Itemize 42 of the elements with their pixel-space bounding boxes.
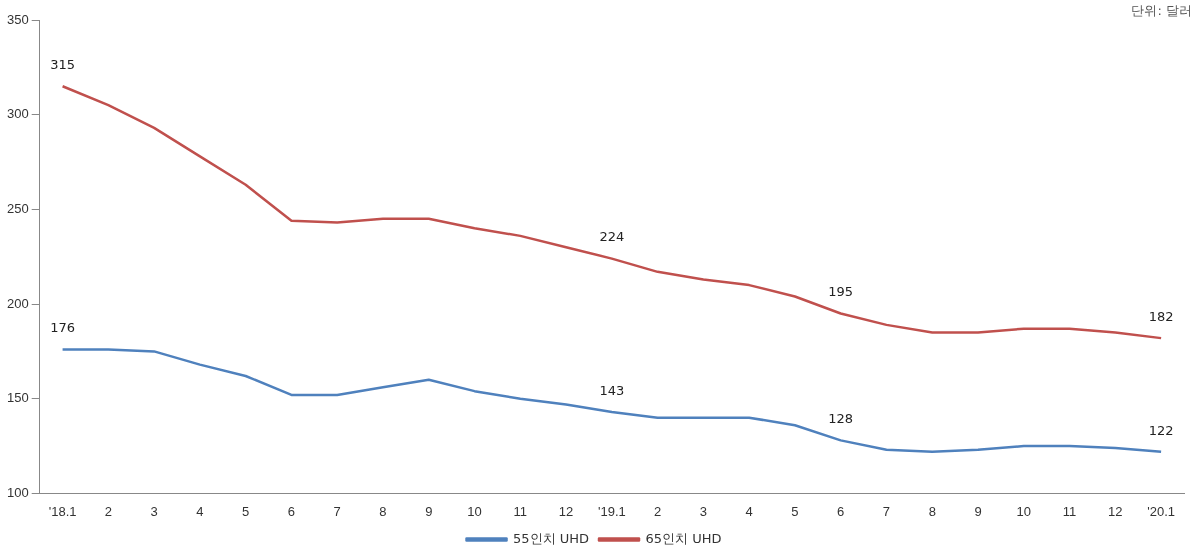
x-tick-label: '20.1 <box>1147 503 1176 519</box>
x-tick-label: 12 <box>558 503 574 519</box>
data-label: 182 <box>1148 309 1174 324</box>
x-tick-label: 8 <box>379 503 387 519</box>
x-tick-label: 3 <box>699 503 708 519</box>
x-tick-label: 12 <box>1108 503 1123 519</box>
x-tick-label: 7 <box>333 503 341 519</box>
data-label: 195 <box>828 284 854 300</box>
data-label: 143 <box>599 382 625 398</box>
data-label: 315 <box>50 57 75 73</box>
x-tick-label: 6 <box>837 503 845 519</box>
x-tick-label: 4 <box>196 503 204 519</box>
x-tick-label: 9 <box>425 503 433 519</box>
data-label: 122 <box>1148 422 1174 438</box>
x-tick-label: 7 <box>882 503 891 519</box>
y-tick-label: 150 <box>6 390 29 406</box>
x-tick-label: 9 <box>974 503 982 519</box>
x-tick-label: 4 <box>745 503 753 519</box>
x-tick-label: 2 <box>104 503 112 519</box>
legend-label: 55인치 UHD <box>513 530 590 546</box>
y-tick-label: 350 <box>6 11 29 27</box>
x-tick-label: '18.1 <box>48 503 77 519</box>
text: 단위: 달러 <box>1131 2 1192 20</box>
data-label: 128 <box>828 411 854 427</box>
data-label: 224 <box>599 229 625 245</box>
y-tick-label: 200 <box>6 295 29 311</box>
data-label: 176 <box>50 320 75 336</box>
x-tick-label: 5 <box>242 503 250 519</box>
x-tick-label: 6 <box>287 503 296 519</box>
x-tick-label: '19.1 <box>597 503 626 519</box>
x-tick-label: 11 <box>1062 503 1077 519</box>
x-tick-label: 3 <box>150 503 158 519</box>
x-tick-label: 8 <box>928 503 936 519</box>
x-tick-label: 5 <box>791 503 799 519</box>
x-tick-label: 2 <box>654 503 662 519</box>
x-tick-label: 10 <box>467 503 482 519</box>
y-tick-label: 100 <box>6 484 29 500</box>
x-tick-label: 10 <box>1016 503 1032 519</box>
y-tick-label: 250 <box>6 200 29 216</box>
legend-label: 65인치 UHD <box>645 530 722 546</box>
y-tick-label: 300 <box>6 106 29 122</box>
x-tick-label: 11 <box>513 503 528 519</box>
